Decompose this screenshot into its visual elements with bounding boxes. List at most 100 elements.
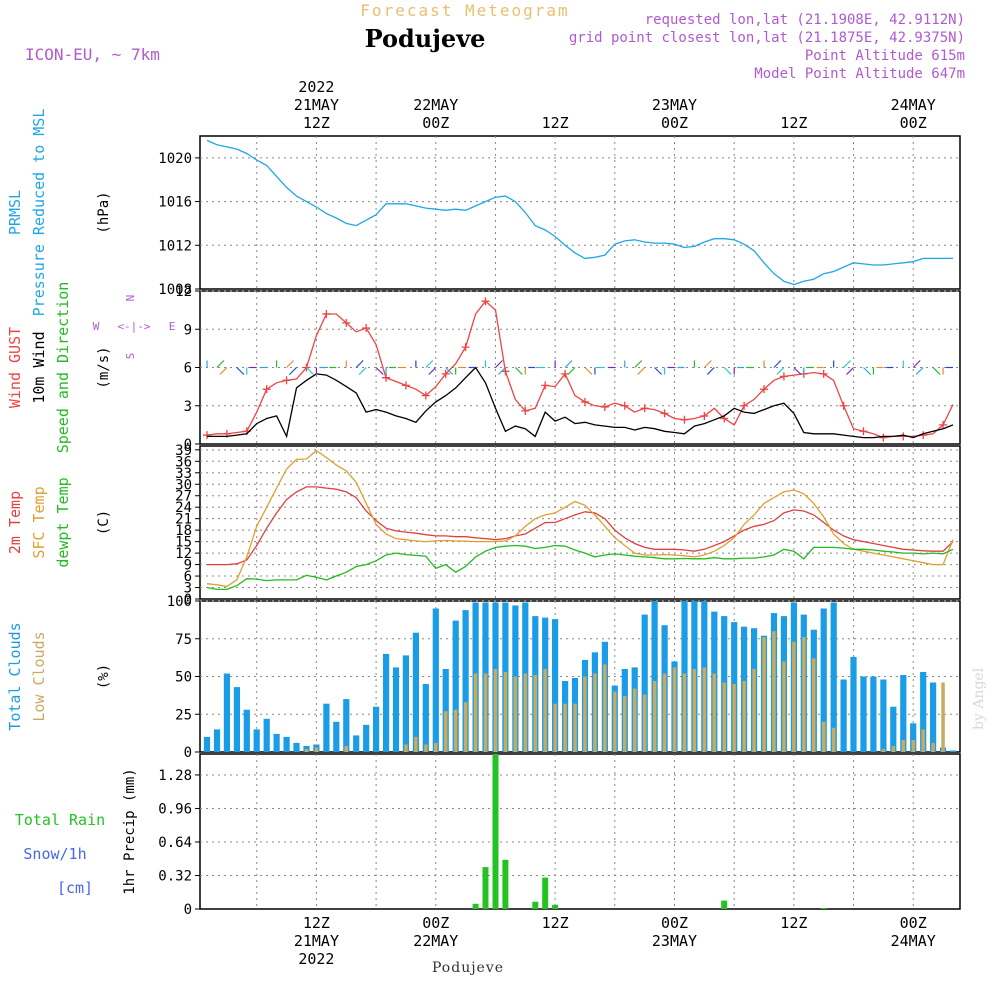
compass-label: <-|->	[117, 320, 150, 333]
wind-line	[207, 366, 954, 439]
y-tick-label: 24	[175, 500, 192, 516]
y-tick-label: 9	[184, 558, 192, 574]
wind-arrow	[773, 360, 782, 368]
low_clouds-bar	[672, 667, 677, 752]
y-tick-label: 75	[175, 632, 192, 648]
low_clouds-bar	[722, 682, 726, 752]
wind-arrow	[306, 367, 314, 375]
gust-marker	[342, 318, 351, 327]
total_clouds-bar	[293, 742, 300, 752]
gust-marker	[282, 376, 291, 385]
wind-arrow	[495, 360, 503, 368]
gust-marker	[819, 369, 828, 378]
dewpt-line	[206, 544, 954, 591]
low_clouds-bar	[662, 673, 667, 752]
y-tick-label: 0	[184, 745, 192, 761]
y-tick-label: 25	[175, 707, 192, 723]
gust-marker	[501, 367, 510, 376]
side-label: Low Clouds	[30, 631, 48, 721]
y-tick-label: 0	[184, 592, 192, 608]
low_clouds-bar	[802, 637, 806, 752]
low_clouds-bar	[921, 729, 925, 752]
low_clouds-bar	[434, 742, 438, 752]
total_clouds-bar	[363, 724, 370, 752]
total_clouds-bar	[820, 608, 827, 752]
low_clouds-bar	[453, 709, 458, 752]
low_clouds-bar	[931, 742, 935, 752]
y-axis-label: (C)	[96, 510, 112, 535]
low_clouds-bar	[473, 673, 478, 752]
y-tick-label: 1016	[158, 195, 192, 211]
bottom-tick-label: 00Z	[422, 914, 449, 932]
y-tick-label: 3	[184, 581, 192, 597]
gust-marker	[322, 309, 331, 318]
top-tick-label: 12Z	[542, 114, 569, 132]
rain-bar	[482, 867, 489, 909]
low_clouds-bar	[463, 702, 468, 752]
gust-marker	[481, 297, 490, 306]
wind-arrow	[289, 367, 297, 375]
bottom-tick-label: 12Z	[303, 914, 330, 932]
y-tick-label: 21	[175, 512, 192, 528]
wind-arrow	[584, 367, 593, 375]
wind-arrow	[723, 367, 732, 375]
gust-marker	[760, 385, 769, 394]
total_clouds-bar	[253, 729, 260, 752]
low_clouds-bar	[732, 684, 736, 752]
top-tick-label: 12Z	[780, 114, 807, 132]
wind-arrow	[915, 367, 924, 375]
top-tick-label: 22MAY	[413, 96, 458, 114]
gust-marker	[740, 401, 749, 410]
top-tick-label: 00Z	[422, 114, 449, 132]
wind-arrow	[358, 367, 367, 375]
wind-arrow	[497, 367, 506, 375]
bottom-tick-label: 12Z	[542, 914, 569, 932]
model-label: ICON-EU, ~ 7km	[25, 45, 160, 64]
panel-frame	[199, 753, 961, 910]
low_clouds-bar	[881, 749, 886, 752]
low_clouds-bar	[831, 727, 836, 752]
y-tick-label: 9	[184, 322, 192, 338]
forecast-meteogram-title: Forecast Meteogram	[360, 1, 569, 20]
total_clouds-bar	[283, 736, 290, 752]
pressure-panel: 1008 1012 1016 1020 (hPa) PRMSL Pressure Reduc…	[6, 109, 961, 316]
y-tick-label: 36	[175, 454, 192, 470]
total_clouds-bar	[343, 699, 350, 752]
side-label: Total Clouds	[6, 622, 24, 730]
y-tick-label: 100	[167, 594, 192, 610]
gust-line	[206, 300, 954, 439]
top-tick-label: 00Z	[900, 114, 927, 132]
wind-arrow	[703, 360, 712, 368]
total_clouds-bar	[213, 729, 221, 752]
gust-marker	[262, 385, 271, 394]
wind-arrow	[236, 367, 245, 375]
gust-marker	[700, 411, 709, 420]
gust-marker	[441, 369, 450, 378]
compass-label: N	[124, 295, 137, 302]
bottom-tick-label: 21MAY	[294, 932, 339, 950]
total_clouds-bar	[870, 676, 877, 752]
wind-arrow	[514, 367, 523, 375]
wind-arrow	[793, 367, 802, 375]
precip-panel: 0 0.32 0.64 0.96 1.28 1hr Precip (mm) Total Ra…	[15, 753, 961, 918]
gust-marker	[580, 397, 589, 406]
y-tick-label: 1020	[158, 151, 192, 167]
low_clouds-bar	[941, 682, 945, 752]
gust-marker	[203, 431, 211, 440]
y-tick-label: 0.64	[158, 835, 192, 851]
wind-arrow	[637, 367, 646, 375]
rain-bar	[552, 904, 559, 909]
y-tick-label: 27	[175, 489, 192, 505]
low_clouds-bar	[702, 667, 707, 752]
y-tick-label: 50	[175, 670, 192, 686]
rain-bar	[542, 877, 549, 909]
top-tick-label: 21MAY	[294, 96, 339, 114]
wind-arrow	[843, 360, 852, 368]
wind-arrow	[355, 360, 364, 368]
low_clouds-bar	[344, 746, 348, 752]
total_clouds-bar	[323, 703, 330, 752]
total_clouds-bar	[422, 684, 429, 752]
wind-arrow	[846, 367, 854, 375]
